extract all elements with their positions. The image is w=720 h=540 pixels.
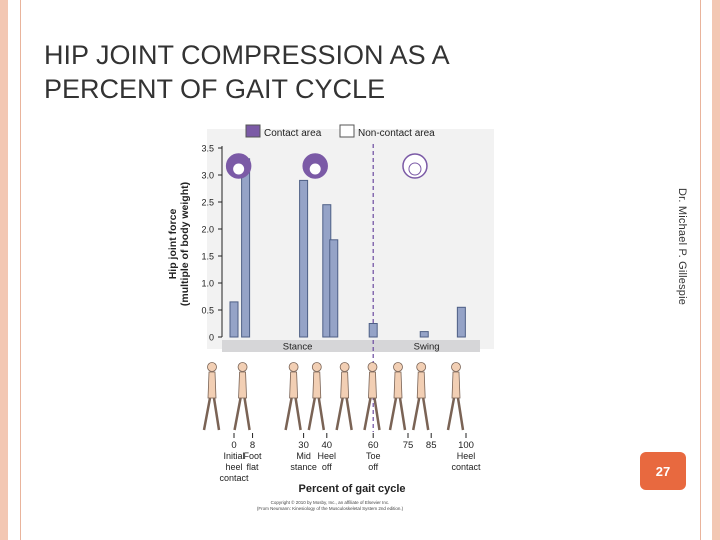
x-tick-sublabel: Toe: [366, 451, 381, 461]
force-bar: [419, 331, 429, 338]
x-tick-label: 40: [322, 440, 333, 451]
walking-figure-legs: [446, 397, 465, 431]
x-tick-sublabel: contact: [219, 473, 249, 483]
y-tick-label: 1.0: [201, 279, 214, 289]
walking-figure-head: [367, 362, 378, 372]
walking-figure-torso: [238, 371, 247, 399]
x-tick-sublabel: Foot: [244, 451, 263, 461]
walking-figure-legs: [411, 397, 430, 431]
legend-contact-label: Contact area: [264, 128, 322, 139]
x-axis-label: Percent of gait cycle: [299, 483, 406, 495]
x-tick-sublabel: Heel: [318, 451, 337, 461]
slide-title: HIP JOINT COMPRESSION AS A PERCENT OF GA…: [44, 38, 564, 106]
walking-figure-legs: [307, 397, 326, 431]
walking-figure-head: [339, 362, 350, 372]
walking-figure-head: [416, 362, 427, 372]
x-tick-sublabel: contact: [451, 462, 481, 472]
walking-figure-legs: [202, 397, 221, 431]
force-bar: [241, 158, 251, 338]
walking-figure-head: [237, 362, 248, 372]
walking-figure-torso: [207, 371, 217, 399]
walking-figure-torso: [340, 371, 350, 399]
force-bar: [329, 239, 339, 338]
force-bar: [456, 306, 466, 338]
walking-figure-torso: [451, 371, 461, 399]
chart-legend: Contact area Non-contact area: [245, 124, 435, 139]
x-tick-sublabel: off: [368, 462, 378, 472]
copyright-line-1: Copyright © 2010 by Mosby, Inc., an affi…: [271, 499, 390, 505]
walking-figure-legs: [388, 397, 407, 431]
x-tick-sublabel: Mid: [296, 451, 311, 461]
x-tick-sublabel: off: [322, 462, 332, 472]
y-tick-label: 2.5: [201, 198, 214, 208]
y-tick-label: 3.5: [201, 144, 214, 154]
y-axis-label-line-1: Hip joint force: [167, 209, 179, 280]
y-axis-label-line-2: (multiple of body weight): [179, 182, 191, 306]
x-tick-label: 100: [458, 440, 474, 451]
x-tick-sublabel: flat: [247, 462, 260, 472]
right-border-rule: [700, 0, 701, 540]
walking-figure-torso: [312, 371, 322, 399]
walking-figure-torso: [416, 371, 426, 399]
walking-figure-torso: [289, 371, 299, 399]
walking-figure-head: [451, 362, 461, 372]
x-tick-sublabel: stance: [290, 462, 317, 472]
legend-noncontact-swatch: [339, 124, 355, 138]
x-tick-sublabel: Initial: [223, 451, 244, 461]
walking-figure-torso: [393, 371, 403, 399]
y-tick-label: 1.5: [201, 252, 214, 262]
walking-figure-legs: [284, 397, 302, 431]
walking-figure-legs: [363, 397, 381, 431]
hip-noncontact-icon-head: [408, 162, 422, 176]
x-tick-label: 60: [368, 440, 379, 451]
x-tick-sublabel: Heel: [457, 451, 476, 461]
hip-contact-icon-head: [308, 162, 322, 176]
x-tick-label: 30: [298, 440, 309, 451]
y-tick-label: 0: [209, 333, 214, 343]
x-tick-label: 8: [250, 440, 255, 451]
walking-figure-head: [393, 362, 403, 372]
x-tick-label: 85: [426, 440, 437, 451]
phase-band: [222, 340, 374, 352]
left-border-rule: [20, 0, 21, 540]
force-bar: [229, 301, 239, 338]
legend-contact-swatch: [245, 124, 261, 138]
y-tick-label: 0.5: [201, 306, 214, 316]
walking-figure-torso: [368, 371, 377, 399]
force-bar: [299, 179, 309, 338]
x-tick-sublabel: heel: [225, 462, 242, 472]
force-bar: [368, 323, 378, 338]
walking-figure-head: [207, 362, 217, 372]
legend-noncontact-label: Non-contact area: [358, 128, 435, 139]
x-tick-label: 0: [231, 440, 236, 451]
chart-panel: [207, 129, 494, 349]
hip-contact-icon-head: [232, 162, 246, 176]
x-tick-label: 75: [403, 440, 414, 451]
phase-label: Stance: [283, 342, 313, 353]
phase-label: Swing: [414, 342, 440, 353]
title-line-1: HIP JOINT COMPRESSION AS A: [44, 40, 450, 70]
walking-figure-head: [311, 362, 322, 372]
copyright-line-2: (From Neumann: Kinesiology of the Muscul…: [257, 506, 404, 511]
walking-figure-head: [288, 362, 299, 372]
page-number-badge: 27: [640, 452, 686, 490]
title-line-2: PERCENT OF GAIT CYCLE: [44, 74, 386, 104]
phase-band: [373, 340, 480, 352]
y-tick-label: 2.0: [201, 225, 214, 235]
y-tick-label: 3.0: [201, 171, 214, 181]
walking-figure-legs: [233, 397, 251, 431]
walking-figure-legs: [335, 397, 353, 431]
author-name: Dr. Michael P. Gillespie: [676, 188, 688, 306]
